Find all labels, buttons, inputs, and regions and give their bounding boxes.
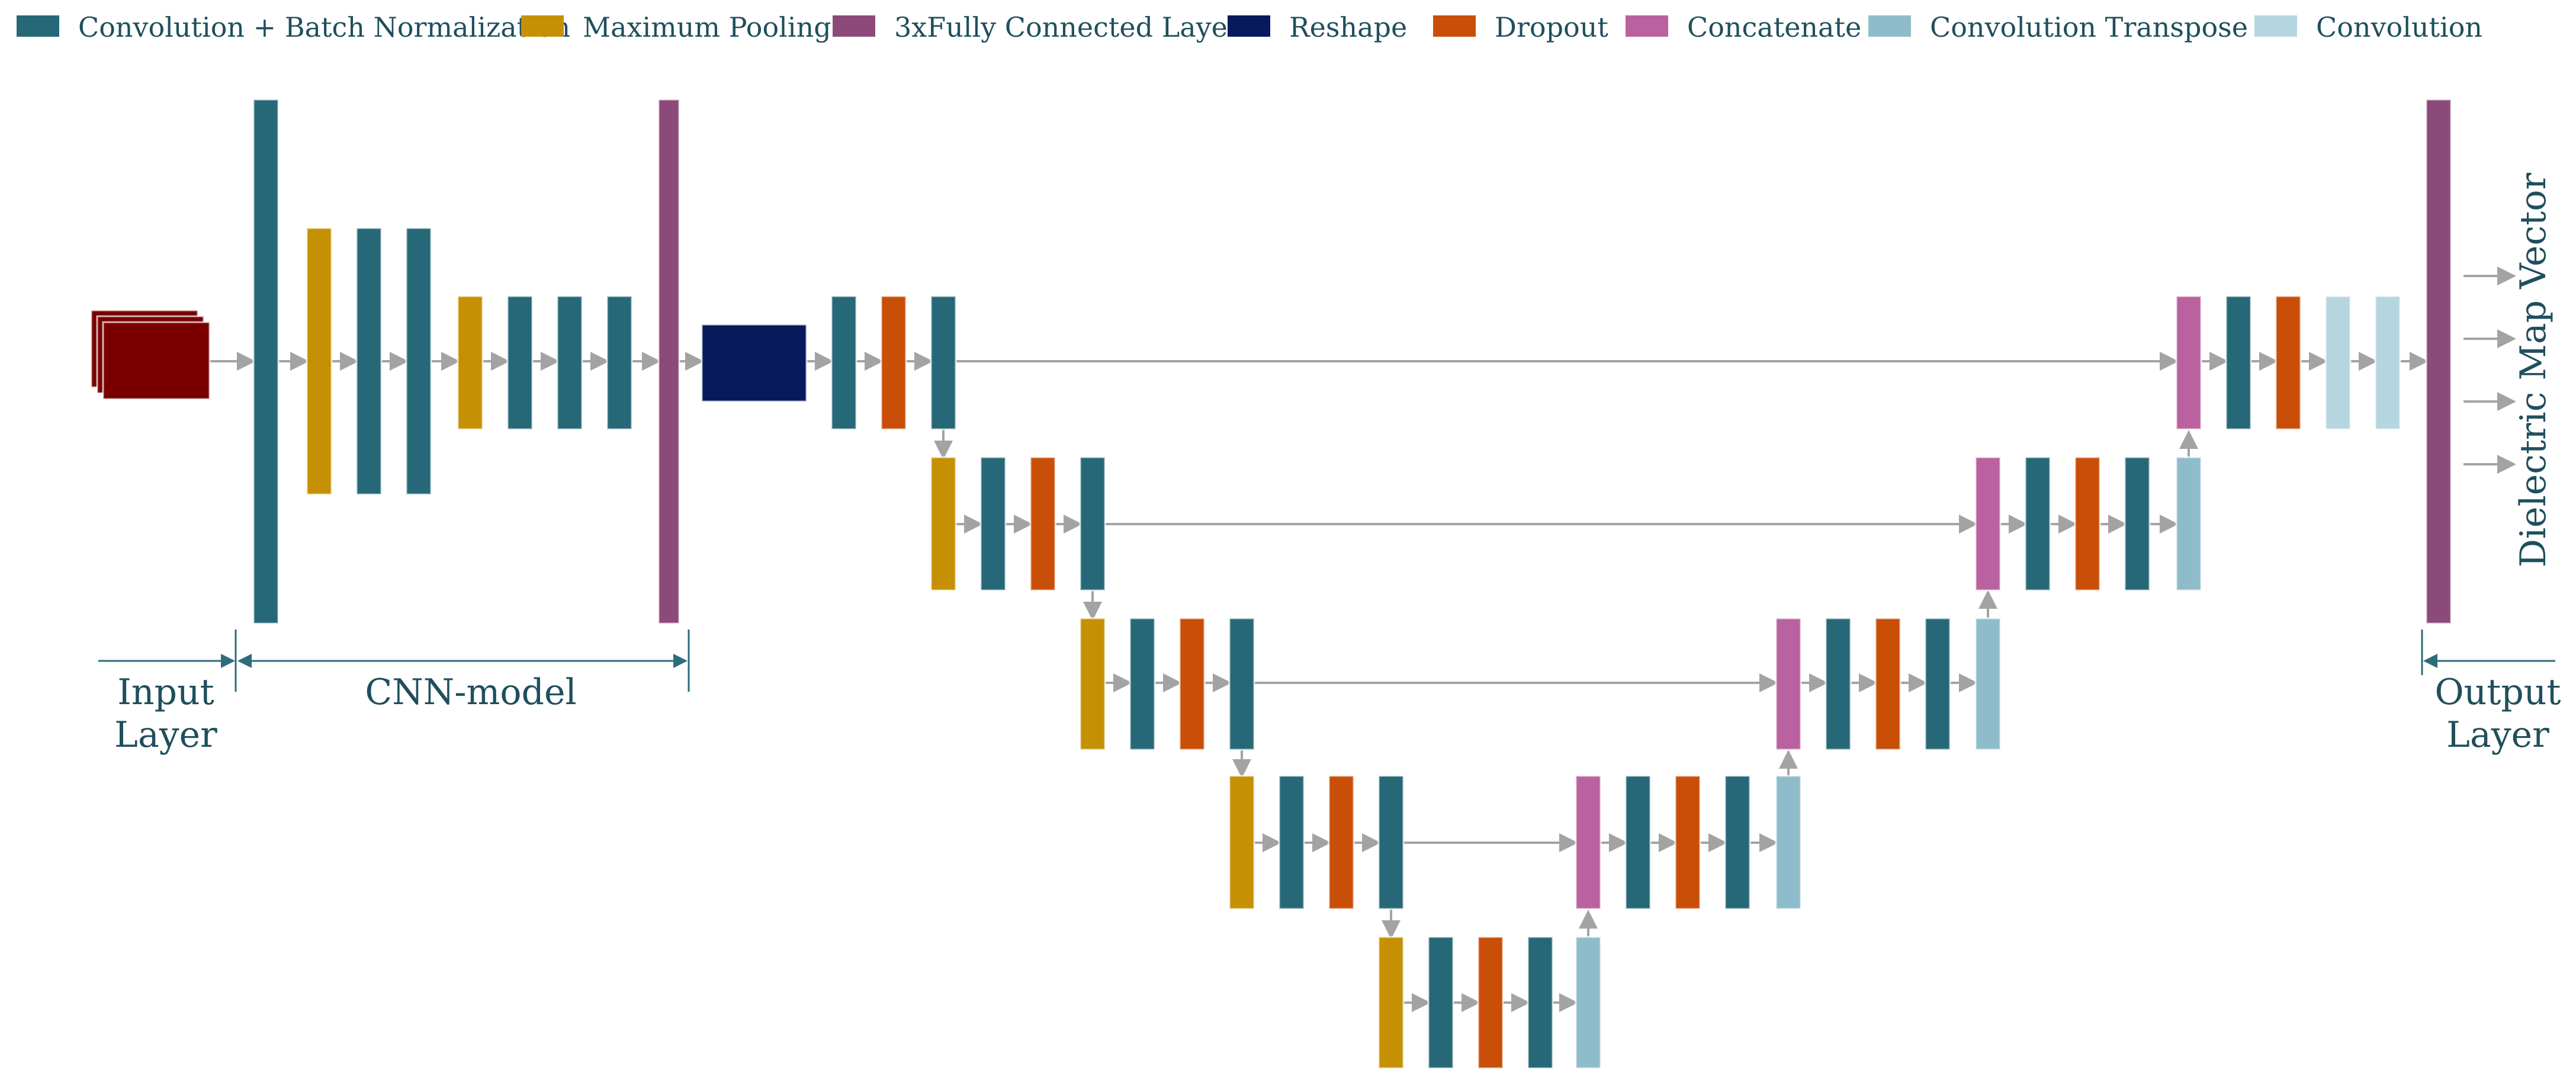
section-brackets xyxy=(98,630,2555,692)
output-layer-label-line1: Output xyxy=(2434,672,2561,713)
dropout-block xyxy=(1674,775,1701,910)
concatenate-block xyxy=(1974,456,2002,592)
output-vector-label: Dielectric Map Vector xyxy=(2513,173,2554,568)
conv-bn-block xyxy=(1427,936,1454,1070)
legend: Convolution + Batch Normalization Maximu… xyxy=(17,11,2482,43)
conv-bn-block xyxy=(1924,617,1951,751)
legend-swatch-concat xyxy=(1626,15,1668,37)
convolution-block xyxy=(2374,295,2401,431)
legend-swatch-conv-bn xyxy=(17,15,59,37)
legend-swatch-dropout xyxy=(1433,15,1476,37)
legend-label-concat: Concatenate xyxy=(1687,11,1861,43)
legend-swatch-fc xyxy=(833,15,875,37)
legend-label-conv: Convolution xyxy=(2316,11,2482,43)
conv-transpose-block xyxy=(2175,456,2202,592)
legend-label-dropout: Dropout xyxy=(1495,11,1608,43)
conv-bn-block xyxy=(606,295,633,431)
concatenate-block xyxy=(1775,617,1802,751)
legend-swatch-maxpool xyxy=(521,15,564,37)
conv-bn-block xyxy=(1079,456,1106,592)
legend-swatch-reshape xyxy=(1228,15,1270,37)
section-labels: Input Layer CNN-model Output Layer Diele… xyxy=(114,173,2561,756)
dropout-block xyxy=(1477,936,1504,1070)
input-layer-label-line1: Input xyxy=(117,672,214,713)
conv-bn-block xyxy=(1624,775,1652,910)
conv-bn-block xyxy=(252,98,280,625)
conv-bn-block xyxy=(1527,936,1554,1070)
legend-label-maxpool: Maximum Pooling xyxy=(583,11,831,43)
maxpool-block xyxy=(1079,617,1106,751)
dropout-block xyxy=(1874,617,1902,751)
conv-bn-block xyxy=(930,295,957,431)
maxpool-block xyxy=(1377,936,1405,1070)
conv-bn-block xyxy=(556,295,583,431)
input-layer-label-line2: Layer xyxy=(114,714,217,756)
conv-bn-block xyxy=(355,227,383,496)
connections xyxy=(208,266,2516,1012)
conv-bn-block xyxy=(2124,456,2151,592)
cnn-model-label: CNN-model xyxy=(365,672,576,713)
legend-swatch-conv-t xyxy=(1868,15,1911,37)
fully-connected-block xyxy=(657,98,680,625)
legend-label-fc: 3xFully Connected Layer xyxy=(894,11,1241,43)
dropout-block xyxy=(2074,456,2101,592)
conv-bn-block xyxy=(1278,775,1305,910)
conv-bn-block xyxy=(2225,295,2252,431)
conv-bn-block xyxy=(405,227,432,496)
conv-bn-block xyxy=(1129,617,1156,751)
conv-transpose-block xyxy=(1575,936,1602,1070)
output-layer-label-line2: Layer xyxy=(2446,714,2549,756)
conv-bn-block xyxy=(1825,617,1852,751)
maxpool-block xyxy=(1228,775,1255,910)
input-image-layer xyxy=(102,321,211,400)
conv-bn-block xyxy=(979,456,1007,592)
maxpool-block xyxy=(306,227,333,496)
conv-bn-block xyxy=(830,295,857,431)
conv-bn-block xyxy=(1724,775,1751,910)
conv-bn-block xyxy=(1377,775,1405,910)
dropout-block xyxy=(2275,295,2302,431)
conv-transpose-block xyxy=(1974,617,2002,751)
maxpool-block xyxy=(930,456,957,592)
legend-label-conv-bn: Convolution + Batch Normalization xyxy=(78,11,570,43)
legend-swatch-conv xyxy=(2254,15,2297,37)
concatenate-block xyxy=(1575,775,1602,910)
layers xyxy=(90,98,2452,1070)
conv-bn-block xyxy=(506,295,534,431)
conv-bn-block xyxy=(1228,617,1255,751)
legend-label-conv-t: Convolution Transpose xyxy=(1930,11,2248,43)
fully-connected-block xyxy=(2425,98,2452,625)
maxpool-block xyxy=(457,295,484,431)
legend-label-reshape: Reshape xyxy=(1289,11,1407,43)
dropout-block xyxy=(1178,617,1206,751)
dropout-block xyxy=(1328,775,1355,910)
concatenate-block xyxy=(2175,295,2202,431)
dropout-block xyxy=(880,295,907,431)
conv-bn-block xyxy=(2024,456,2051,592)
dropout-block xyxy=(1029,456,1056,592)
reshape-block xyxy=(701,323,808,403)
conv-transpose-block xyxy=(1775,775,1802,910)
convolution-block xyxy=(2324,295,2352,431)
